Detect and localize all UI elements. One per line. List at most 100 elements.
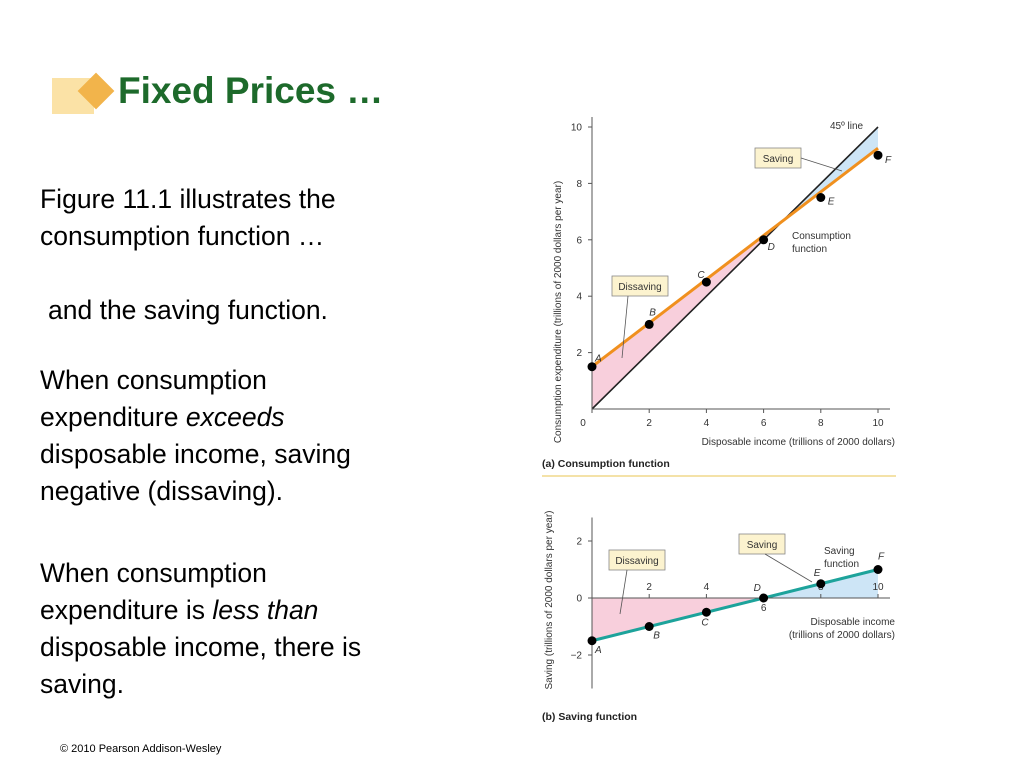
dissaving-label-box — [611, 275, 669, 297]
bullet-4-line-1: When consumption — [40, 558, 267, 588]
bullet-3-line-2: expenditure exceeds — [40, 399, 351, 436]
saving-function-label-1: Saving — [824, 546, 855, 557]
point-a — [587, 362, 597, 372]
chart-b-annotations: Saving Dissaving Saving function Disposa… — [542, 511, 895, 723]
chart-a-axes: 0 2 4 6 8 10 2 4 6 8 10 — [571, 117, 890, 429]
bullet-4-line-2-text: expenditure is — [40, 595, 213, 625]
point-e — [816, 193, 826, 202]
chart-b-x-tick-label: 10 — [872, 582, 884, 593]
point-label-b: B — [649, 307, 656, 318]
point-label-a: A — [594, 354, 602, 365]
chart-b-caption: (b) Saving function — [542, 711, 637, 723]
point-b-label-b: B — [653, 631, 660, 642]
bullet-3-line-1: When consumption — [40, 365, 267, 395]
bullet-2: and the saving function. — [48, 292, 328, 329]
point-b-d — [759, 593, 769, 603]
point-b-label-c: C — [701, 617, 709, 628]
point-label-f: F — [885, 155, 892, 166]
dissaving-leader — [621, 295, 629, 359]
point-b-label-d: D — [754, 583, 761, 594]
bullet-3-line-3: disposable income, saving — [40, 439, 351, 469]
chart-b-lines — [591, 568, 879, 643]
chart-a-y-tick-label: 10 — [571, 123, 583, 134]
point-b-label-f: F — [878, 552, 885, 563]
point-b-label-e: E — [814, 568, 821, 579]
chart-b-x-tick-label: 6 — [761, 603, 767, 614]
consumption-function-label-1: Consumption — [792, 231, 851, 242]
saving-area-b — [763, 569, 878, 598]
chart-b-y-tick-label: −2 — [571, 651, 583, 662]
chart-a-caption: (a) Consumption function — [542, 458, 670, 470]
point-b — [644, 319, 654, 329]
chart-a-x-tick-label: 2 — [646, 418, 652, 429]
line45-label: 45º line — [830, 121, 864, 132]
point-b-c — [701, 607, 711, 617]
point-f — [873, 150, 883, 160]
chart-b-y-tick-label: 2 — [576, 537, 582, 548]
chart-a-x-tick-label: 8 — [818, 418, 824, 429]
chart-b-xlabel-1: Disposable income — [811, 617, 896, 628]
bullet-4-line-4: saving. — [40, 669, 124, 699]
copyright: © 2010 Pearson Addison-Wesley — [60, 743, 222, 755]
bullet-1-line-1: Figure 11.1 illustrates the — [40, 184, 336, 214]
point-label-d: D — [768, 242, 775, 253]
chart-a-points: A B C D E F — [587, 150, 892, 372]
chart-a-y-tick-label: 4 — [576, 292, 582, 303]
consumption-function-label-2: function — [792, 244, 827, 255]
point-b-label-a: A — [594, 645, 602, 656]
point-b-b — [644, 622, 654, 631]
saving-label-b: Saving — [747, 540, 778, 551]
point-label-c: C — [697, 270, 705, 281]
dissaving-label: Dissaving — [618, 282, 661, 293]
line-45-degree — [591, 126, 879, 410]
chart-a-x-tick-label: 10 — [872, 418, 884, 429]
bullet-3-emphasis: exceeds — [185, 402, 285, 432]
chart-b-x-tick-label: 4 — [704, 582, 710, 593]
chart-a-x-tick-label: 6 — [761, 418, 767, 429]
chart-b-xlabel-2: (trillions of 2000 dollars) — [789, 630, 895, 641]
chart-b-y-tick-label: 0 — [576, 594, 582, 605]
bullet-3-line-2-text: expenditure — [40, 402, 186, 432]
bullet-1: Figure 11.1 illustrates the consumption … — [40, 181, 336, 255]
chart-b-ylabel: Saving (trillions of 2000 dollars per ye… — [544, 511, 555, 690]
bullet-4-line-3: disposable income, there is — [40, 632, 362, 662]
chart-b-x-tick-label: 2 — [646, 582, 652, 593]
saving-label-box-b — [738, 533, 786, 555]
bullet-2-line-1: and the saving function. — [48, 295, 328, 325]
consumption-function-chart: 0 2 4 6 8 10 2 4 6 8 10 A B C D E F Saving Dissaving 45… — [542, 117, 895, 470]
point-label-e: E — [828, 197, 835, 208]
saving-leader-b — [764, 553, 813, 583]
chart-b-points: A B C D E F — [587, 552, 885, 656]
point-d — [759, 235, 769, 245]
chart-a-ylabel: Consumption expenditure (trillions of 20… — [553, 181, 564, 443]
bullet-3-line-4: negative (dissaving). — [40, 476, 284, 506]
point-b-f — [873, 565, 883, 574]
chart-a-y-tick-label: 2 — [576, 348, 582, 359]
saving-function-line — [591, 568, 879, 643]
point-c — [701, 277, 711, 287]
chart-a-x-tick-label: 4 — [704, 418, 710, 429]
saving-leader — [800, 157, 843, 172]
point-b-a — [587, 636, 597, 646]
bullet-1-line-2: consumption function … — [40, 221, 325, 251]
consumption-function-line — [591, 146, 879, 368]
slide-title: Fixed Prices … — [118, 70, 384, 111]
chart-b-axes: 24681020−2 — [571, 517, 890, 689]
dissaving-leader-b — [619, 569, 628, 615]
chart-a-y-tick-label: 8 — [576, 179, 582, 190]
chart-a-xlabel: Disposable income (trillions of 2000 dol… — [702, 437, 895, 448]
bullet-4-emphasis: less than — [212, 595, 319, 625]
saving-label: Saving — [763, 154, 794, 165]
bullet-4: When consumption expenditure is less tha… — [40, 555, 361, 703]
saving-function-label-2: function — [824, 559, 859, 570]
point-b-e — [816, 579, 826, 589]
chart-a-x-tick-label: 0 — [580, 418, 586, 429]
chart-a-lines — [591, 126, 879, 410]
chart-a-annotations: Saving Dissaving 45º line Consumption fu… — [542, 121, 895, 470]
dissaving-label-b: Dissaving — [615, 556, 658, 567]
dissaving-label-box-b — [608, 549, 666, 571]
bullet-4-line-2: expenditure is less than — [40, 592, 361, 629]
chart-a-y-tick-label: 6 — [576, 235, 582, 246]
bullet-3: When consumption expenditure exceeds dis… — [40, 362, 351, 510]
